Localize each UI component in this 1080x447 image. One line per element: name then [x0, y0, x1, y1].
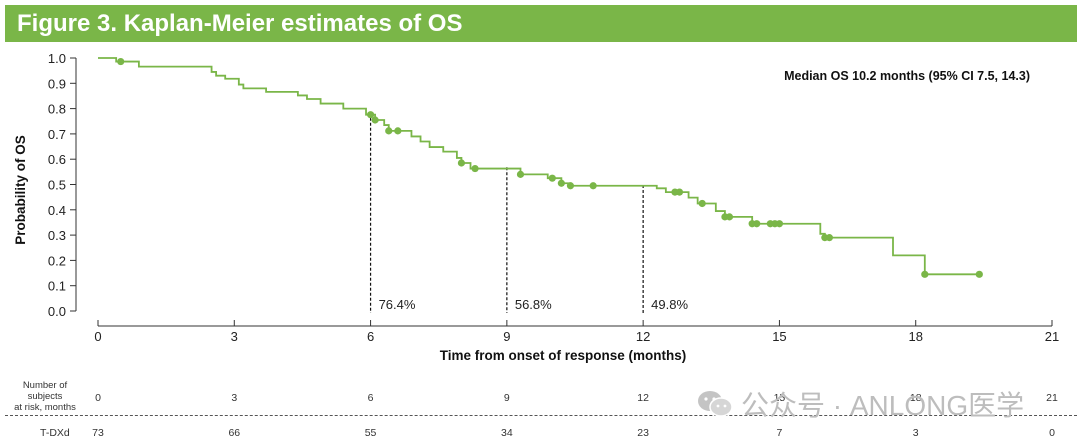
- risk-table-header: Number of subjects at risk, months: [10, 380, 80, 413]
- risk-header-line: Number of: [22, 380, 68, 391]
- figure-title: Figure 3. Kaplan-Meier estimates of OS: [5, 5, 1077, 42]
- censor-mark: [698, 199, 706, 208]
- x-tick-label: 6: [367, 329, 374, 344]
- risk-row-label: T-DXd: [40, 427, 70, 439]
- landmark-label: 76.4%: [379, 297, 416, 312]
- median-os-annotation: Median OS 10.2 months (95% CI 7.5, 14.3): [784, 69, 1030, 83]
- risk-header-line: subjects: [27, 391, 63, 402]
- risk-count: 55: [364, 427, 377, 439]
- censor-mark: [117, 57, 125, 66]
- risk-count: 66: [228, 427, 241, 439]
- risk-count: 73: [92, 427, 104, 439]
- risk-count: 23: [637, 427, 649, 439]
- y-tick-label: 1.0: [48, 51, 66, 66]
- risk-month-label: 9: [503, 392, 510, 404]
- km-chart: 0.0 0.1 0.2 0.3 0.4 0.5 0.6 0.7 0.8 0.9 1.0 0 3 6 9 12 1…: [13, 51, 1059, 363]
- watermark-text: 公众号 · ANLONG医学: [741, 390, 1025, 421]
- censor-mark: [471, 164, 479, 173]
- landmark-label: 56.8%: [515, 297, 552, 312]
- x-tick-label: 9: [503, 329, 510, 344]
- censor-mark: [385, 127, 393, 135]
- x-tick-label: 0: [94, 329, 101, 344]
- censor-mark: [516, 170, 525, 178]
- x-axis-label: Time from onset of response (months): [440, 348, 687, 363]
- risk-month-label: 3: [231, 392, 238, 404]
- y-tick-label: 0.3: [48, 228, 66, 243]
- censor-mark: [557, 179, 565, 187]
- y-tick-label: 0.9: [48, 76, 66, 91]
- censor-marks: [117, 57, 983, 278]
- censor-mark: [548, 174, 556, 182]
- risk-count: 0: [1049, 427, 1055, 439]
- censor-mark: [566, 182, 575, 190]
- risk-header-line: at risk, months: [14, 402, 76, 413]
- wechat-icon: [698, 391, 733, 417]
- risk-month-label: 6: [367, 392, 374, 404]
- y-tick-label: 0.1: [48, 279, 66, 294]
- censor-mark: [366, 111, 375, 119]
- censor-mark: [921, 270, 929, 278]
- censor-mark: [825, 234, 834, 242]
- y-tick-label: 0.0: [48, 304, 66, 319]
- censor-mark: [775, 220, 784, 228]
- landmark-lines: [369, 117, 644, 313]
- censor-mark: [371, 116, 379, 124]
- risk-count: 3: [912, 427, 919, 439]
- risk-count: 34: [501, 427, 513, 439]
- y-tick-label: 0.7: [48, 127, 66, 142]
- censor-mark: [675, 188, 684, 196]
- chart-labels: 0.0 0.1 0.2 0.3 0.4 0.5 0.6 0.7 0.8 0.9 1.0 0 3 6 9 12 1…: [48, 51, 1059, 344]
- risk-month-label: 15: [773, 392, 786, 404]
- y-tick-label: 0.6: [48, 152, 66, 167]
- x-tick-label: 15: [772, 329, 786, 344]
- y-tick-label: 0.4: [48, 203, 66, 218]
- y-tick-label: 0.8: [48, 102, 66, 117]
- x-tick-label: 12: [636, 329, 650, 344]
- censor-mark: [753, 220, 761, 228]
- axes: [70, 57, 1053, 327]
- censor-mark: [589, 182, 597, 190]
- survival-curve: [98, 57, 980, 276]
- censor-mark: [394, 127, 402, 135]
- y-axis-label: Probability of OS: [13, 135, 28, 245]
- y-tick-label: 0.5: [48, 178, 66, 193]
- x-tick-label: 18: [908, 329, 922, 344]
- censor-mark: [457, 159, 466, 167]
- risk-month-label: 0: [95, 392, 101, 404]
- risk-count: 7: [776, 427, 783, 439]
- y-tick-label: 0.2: [48, 253, 66, 268]
- censor-mark: [975, 270, 983, 278]
- x-tick-label: 21: [1045, 329, 1059, 344]
- landmark-label: 49.8%: [651, 297, 688, 312]
- risk-month-label: 21: [1046, 392, 1058, 404]
- survival-curve-line: [98, 57, 980, 276]
- risk-month-label: 18: [909, 392, 922, 404]
- x-tick-label: 3: [231, 329, 238, 344]
- censor-mark: [725, 213, 734, 221]
- risk-table-divider: [5, 415, 1077, 416]
- risk-month-label: 12: [637, 392, 649, 404]
- watermark: 公众号 · ANLONG医学: [697, 386, 1024, 422]
